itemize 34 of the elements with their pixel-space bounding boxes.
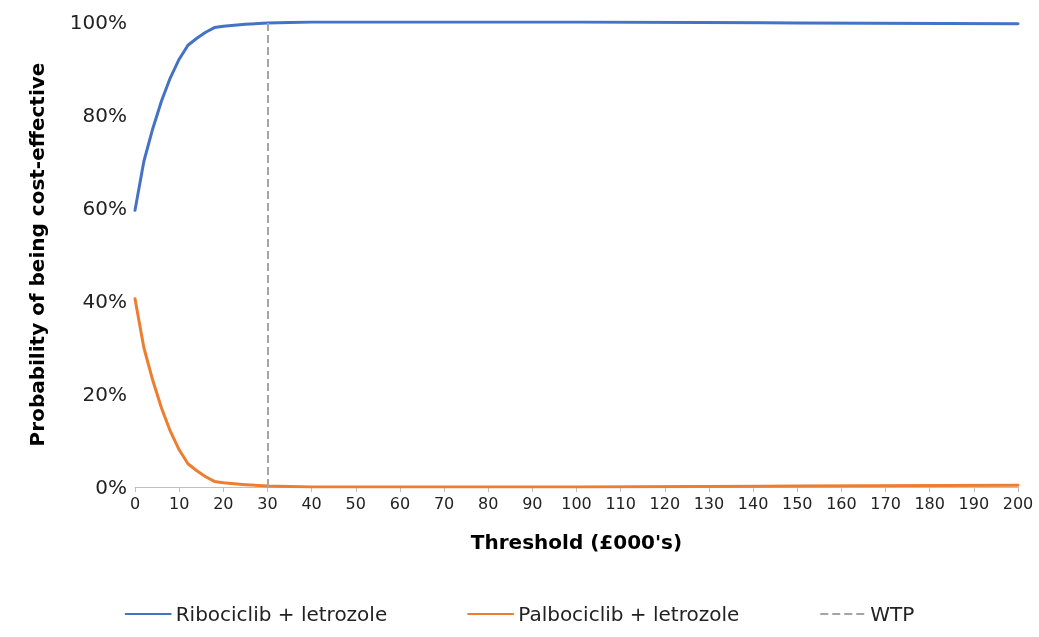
- line-series: [133, 297, 1020, 489]
- y-tick-label: 0%: [95, 475, 127, 499]
- x-tick-label: 10: [168, 493, 190, 513]
- x-tick-label: 180: [914, 493, 945, 513]
- x-tick-label: 80: [478, 493, 499, 513]
- legend-label: Ribociclib + letrozole: [175, 602, 388, 626]
- x-tick-label: 100: [561, 493, 592, 513]
- line-series: [133, 20, 1020, 212]
- y-tick-label: 40%: [82, 289, 127, 313]
- x-tick-label: 20: [213, 493, 234, 513]
- y-tick-label: 60%: [82, 196, 127, 220]
- x-tick-label: 120: [649, 493, 681, 513]
- x-tick-label: 90: [522, 493, 543, 513]
- x-tick-label: 140: [737, 493, 769, 513]
- y-axis-title: Probability of being cost-effective: [25, 62, 49, 447]
- x-tick-label: 60: [389, 493, 411, 513]
- x-tick-label: 40: [301, 493, 322, 513]
- legend-label: Palbociclib + letrozole: [518, 602, 740, 626]
- y-tick-label: 20%: [82, 382, 127, 406]
- y-tick-label: 80%: [82, 103, 127, 127]
- x-tick-label: 110: [605, 493, 636, 513]
- x-axis-title: Threshold (£000's): [470, 530, 683, 554]
- x-tick-label: 200: [1002, 493, 1034, 513]
- x-tick-label: 50: [345, 493, 366, 513]
- y-tick-label: 100%: [69, 10, 127, 34]
- x-tick-label: 30: [257, 493, 278, 513]
- x-tick-label: 0: [129, 493, 141, 513]
- x-tick-label: 130: [693, 493, 725, 513]
- x-tick-label: 150: [781, 493, 813, 513]
- x-tick-label: 190: [958, 493, 990, 513]
- x-tick-label: 170: [870, 493, 901, 513]
- x-tick-label: 160: [826, 493, 857, 513]
- x-tick-label: 70: [433, 493, 455, 513]
- legend-label: WTP: [870, 602, 915, 626]
